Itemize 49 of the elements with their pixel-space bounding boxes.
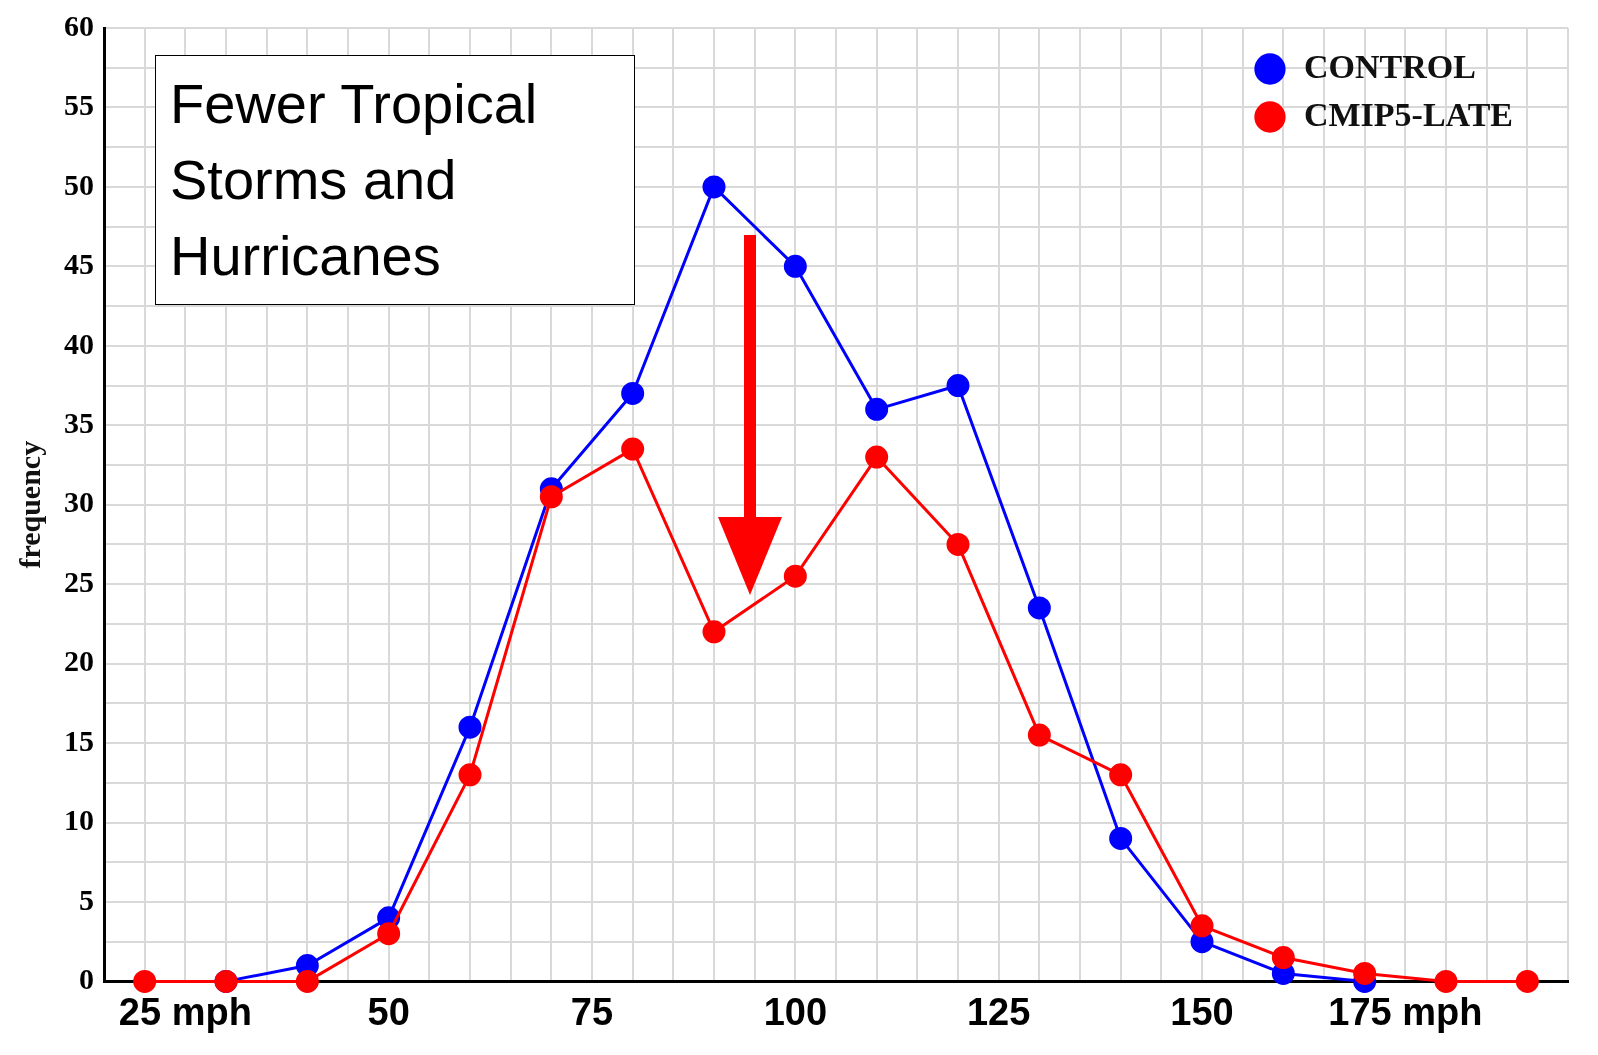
x-tick-label: 75 [570,990,614,1033]
point [702,620,726,644]
y-tick-label: 50 [64,167,94,201]
y-tick-label: 60 [64,8,94,42]
point [1109,826,1133,850]
y-tick-label: 10 [64,803,94,837]
point [783,564,807,588]
point [621,381,645,405]
point [702,175,726,199]
point [539,485,563,509]
y-tick-label: 30 [64,485,94,519]
point [1027,723,1051,747]
x-tick-label: 50 [367,990,410,1033]
x-tick-label: 125 [966,990,1031,1033]
annotation: Fewer Tropical Storms and Hurricanes [155,55,635,305]
point [1515,969,1539,993]
x-tick-label: 25 mph [118,990,252,1033]
y-axis-title: frequency [12,440,46,569]
point [1353,961,1377,985]
legend-label: CMIP5-LATE [1303,95,1513,133]
point [783,254,807,278]
point [621,437,645,461]
y-tick-label: 0 [79,962,94,996]
x-tick-label: 150 [1170,990,1234,1033]
point [1027,596,1051,620]
point [458,763,482,787]
x-tick-label: 100 [763,990,828,1033]
y-tick-label: 5 [79,882,94,916]
point [458,715,482,739]
legend-label: CONTROL [1303,47,1476,85]
point [1109,763,1133,787]
point [865,397,889,421]
y-tick-label: 25 [64,564,94,598]
point [295,969,319,993]
y-tick-label: 55 [64,88,94,122]
x-tick-label: 175 mph [1328,990,1483,1033]
point [1434,969,1458,993]
y-tick-label: 45 [64,247,94,281]
point [1190,914,1214,938]
point [946,374,970,398]
y-tick-label: 35 [64,406,94,439]
y-tick-label: 40 [64,326,94,360]
point [1271,946,1295,970]
point [946,532,970,556]
point [865,445,889,469]
point [133,969,157,993]
y-tick-label: 20 [64,644,94,678]
y-tick-label: 15 [64,723,94,757]
point [377,922,401,946]
